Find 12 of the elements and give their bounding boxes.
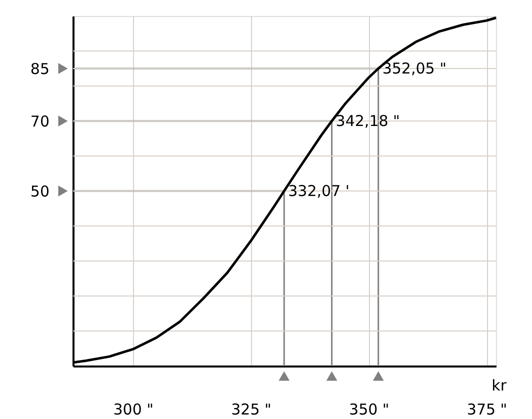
x-axis-title: kr: [492, 376, 508, 394]
y-tick-label: 50: [30, 182, 50, 200]
y-tick-label: 85: [30, 60, 50, 78]
y-tick-label: 70: [30, 112, 50, 130]
ref-line-label: 352,05 ": [382, 60, 446, 78]
x-tick-label: 325 ": [231, 400, 272, 418]
x-tick-label: 375 ": [466, 400, 508, 418]
ref-line-label: 342,18 ": [336, 112, 400, 130]
line-series: [72, 16, 498, 364]
ref-line-label: 332,07 ': [288, 182, 350, 200]
x-tick-label: 300 ": [113, 400, 154, 418]
x-tick-label: 350 ": [349, 400, 390, 418]
